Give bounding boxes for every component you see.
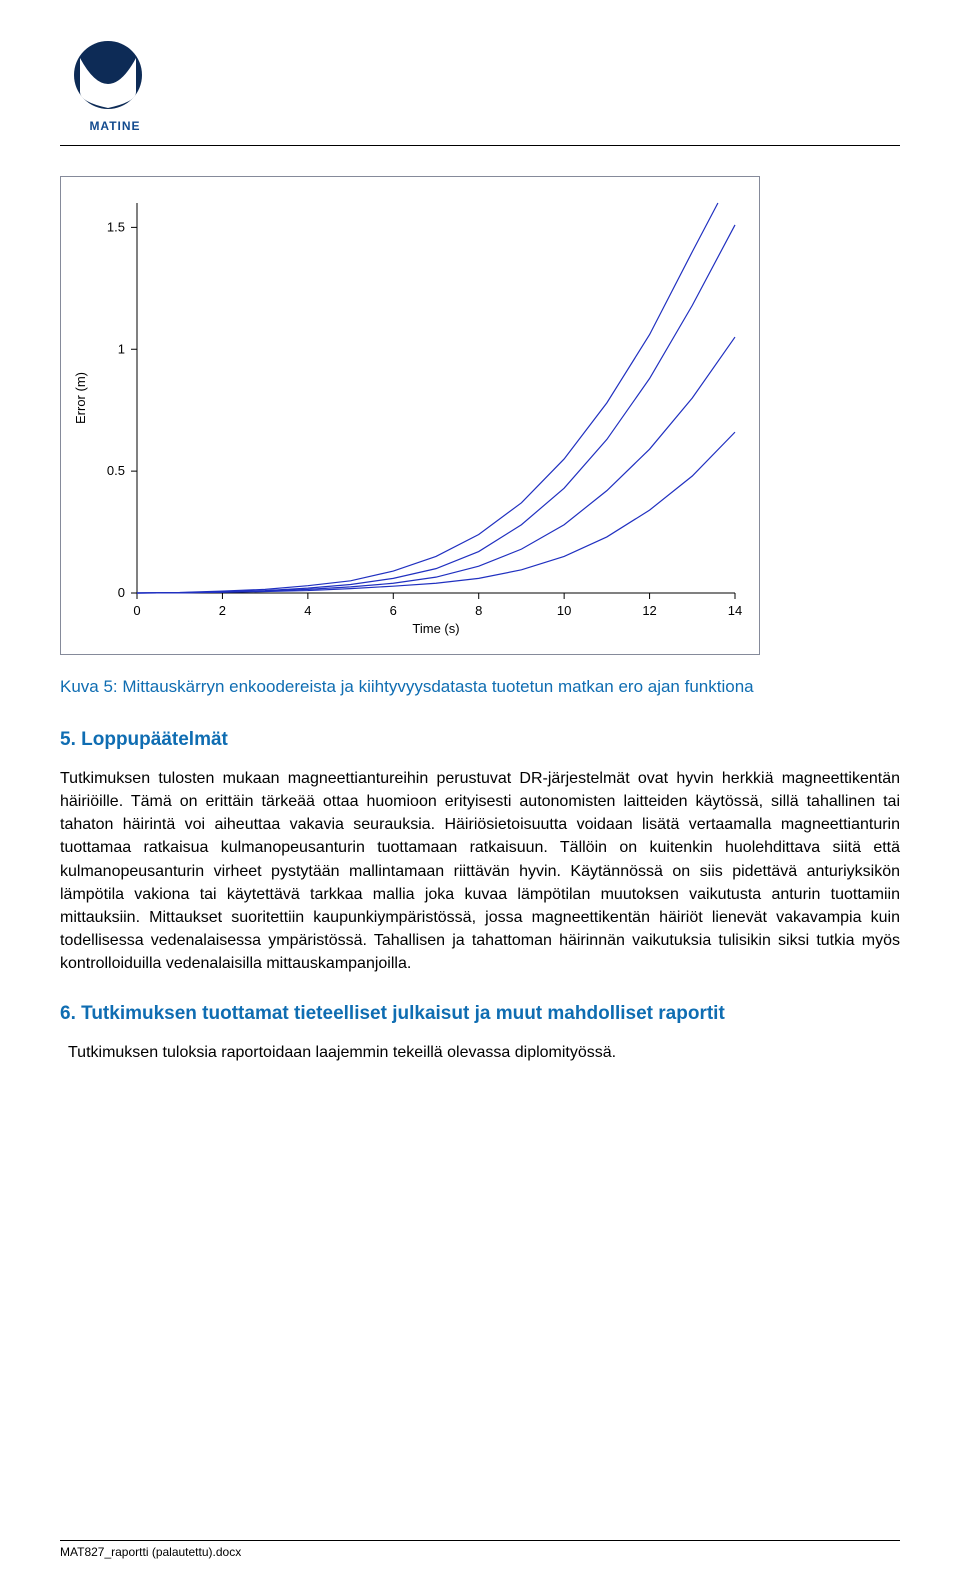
- svg-text:8: 8: [475, 603, 482, 618]
- svg-text:1.5: 1.5: [107, 219, 125, 234]
- svg-text:10: 10: [557, 603, 571, 618]
- page-header: MATINE: [60, 40, 900, 133]
- section-5-body: Tutkimuksen tulosten mukaan magneettiant…: [60, 767, 900, 976]
- svg-text:12: 12: [642, 603, 656, 618]
- line-chart-svg: 0 2 4 6 8 10 12 14 0 0.5 1 1.5 Time (s) Error (m): [67, 183, 755, 643]
- header-divider: [60, 145, 900, 146]
- svg-text:14: 14: [728, 603, 742, 618]
- svg-text:Error (m): Error (m): [73, 372, 88, 424]
- chart-container: 0 2 4 6 8 10 12 14 0 0.5 1 1.5 Time (s) Error (m): [60, 176, 760, 655]
- error-chart: 0 2 4 6 8 10 12 14 0 0.5 1 1.5 Time (s) Error (m): [67, 183, 753, 648]
- section-6-title: 6. Tutkimuksen tuottamat tieteelliset ju…: [60, 1003, 900, 1025]
- svg-text:Time (s): Time (s): [412, 621, 459, 636]
- matine-logo-icon: [60, 40, 160, 118]
- svg-text:4: 4: [304, 603, 311, 618]
- svg-text:1: 1: [118, 341, 125, 356]
- page-footer: MAT827_raportti (palautettu).docx: [60, 1540, 900, 1559]
- svg-text:0: 0: [118, 585, 125, 600]
- svg-text:6: 6: [390, 603, 397, 618]
- figure-caption: Kuva 5: Mittauskärryn enkoodereista ja k…: [60, 675, 900, 699]
- svg-text:2: 2: [219, 603, 226, 618]
- svg-text:0.5: 0.5: [107, 463, 125, 478]
- section-6-body: Tutkimuksen tuloksia raportoidaan laajem…: [68, 1041, 900, 1064]
- footer-filename: MAT827_raportti (palautettu).docx: [60, 1545, 241, 1559]
- section-5-title: 5. Loppupäätelmät: [60, 729, 900, 751]
- logo: MATINE: [60, 40, 170, 133]
- svg-text:0: 0: [133, 603, 140, 618]
- logo-text: MATINE: [60, 119, 170, 133]
